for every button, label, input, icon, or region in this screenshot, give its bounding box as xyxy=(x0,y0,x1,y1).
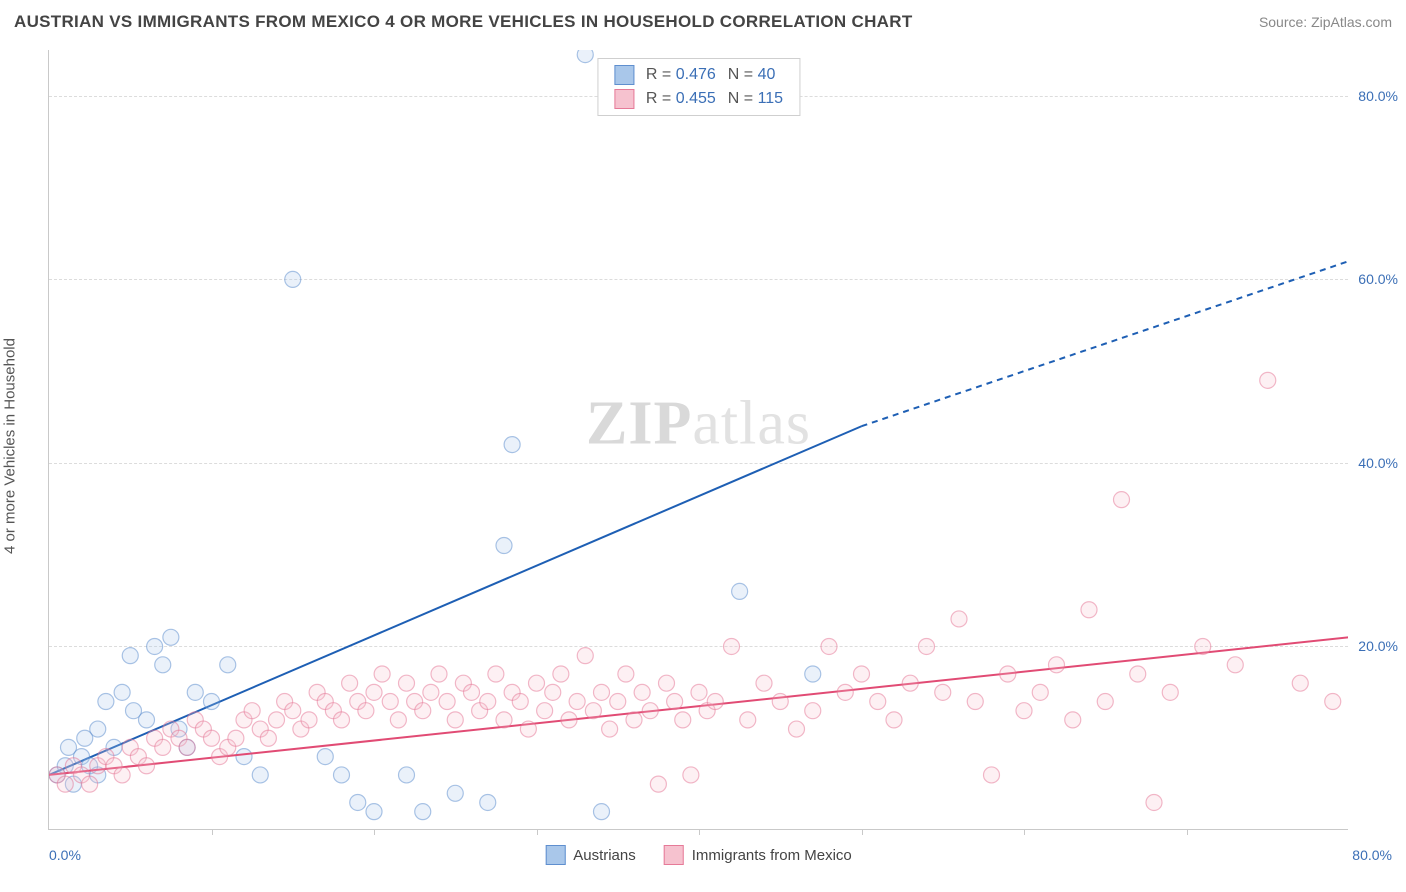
y-tick-label: 40.0% xyxy=(1358,455,1398,471)
y-axis-title: 4 or more Vehicles in Household xyxy=(2,338,19,554)
x-tick-label: 80.0% xyxy=(1352,847,1392,863)
y-tick-label: 80.0% xyxy=(1358,88,1398,104)
swatch-austrians-icon xyxy=(614,65,634,85)
y-tick-label: 60.0% xyxy=(1358,271,1398,287)
swatch-mexico-icon xyxy=(614,89,634,109)
series-legend: Austrians Immigrants from Mexico xyxy=(545,845,852,865)
stats-row-mexico: R = 0.455 N = 115 xyxy=(614,87,783,111)
x-tick-label: 0.0% xyxy=(49,847,81,863)
stats-legend: R = 0.476 N = 40 R = 0.455 N = 115 xyxy=(597,58,800,116)
swatch-mexico-icon xyxy=(664,845,684,865)
stats-row-austrians: R = 0.476 N = 40 xyxy=(614,63,783,87)
source-attribution: Source: ZipAtlas.com xyxy=(1259,14,1392,30)
chart-svg xyxy=(49,50,1348,829)
legend-item-mexico: Immigrants from Mexico xyxy=(664,845,852,865)
swatch-austrians-icon xyxy=(545,845,565,865)
chart-title: AUSTRIAN VS IMMIGRANTS FROM MEXICO 4 OR … xyxy=(14,12,913,32)
plot-area: ZIPatlas R = 0.476 N = 40 R = 0.455 N = … xyxy=(48,50,1348,830)
y-tick-label: 20.0% xyxy=(1358,638,1398,654)
legend-item-austrians: Austrians xyxy=(545,845,636,865)
